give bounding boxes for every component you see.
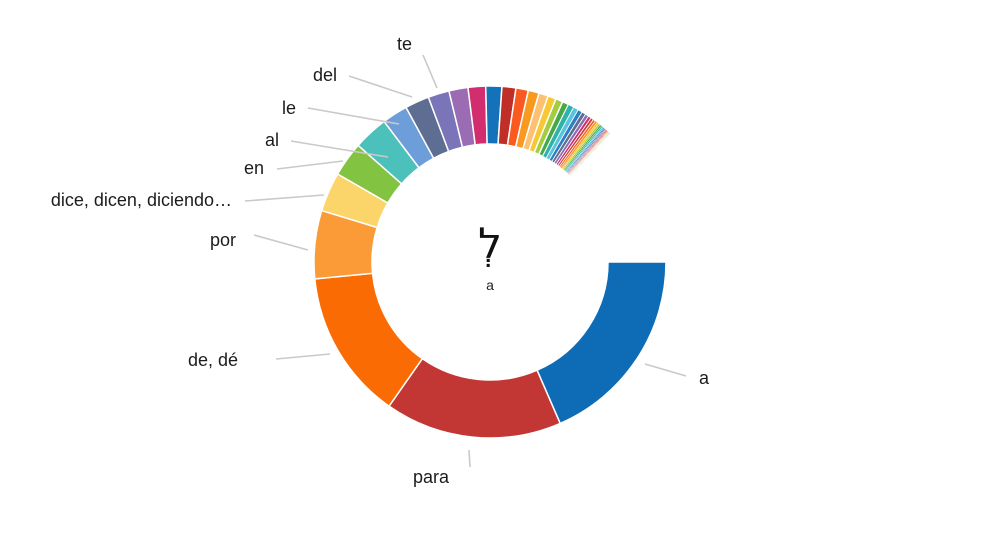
- segment-label-dice-dicen-diciendo: dice, dicen, diciendo…: [51, 190, 232, 210]
- leader-line-te: [422, 54, 438, 89]
- segment-label-del: del: [313, 65, 337, 85]
- leader-line-al: [290, 140, 389, 158]
- segment-label-para: para: [413, 467, 450, 487]
- arc-segments-group: [313, 85, 667, 439]
- leader-line-a: [644, 363, 687, 377]
- leader-line-del: [348, 75, 413, 98]
- leader-line-para: [468, 449, 471, 468]
- segment-label-de-d: de, dé: [188, 350, 238, 370]
- segment-label-a: a: [699, 368, 710, 388]
- segment-label-en: en: [244, 158, 264, 178]
- arc-segment-a[interactable]: [536, 261, 667, 425]
- leader-line-le: [307, 107, 400, 125]
- leader-line-dice-dicen-diciendo: [244, 194, 325, 202]
- segment-label-te: te: [397, 34, 412, 54]
- leader-line-en: [276, 160, 344, 170]
- arc-segment-tail-36[interactable]: [570, 132, 611, 177]
- leader-line-de-d: [275, 353, 331, 360]
- segment-label-por: por: [210, 230, 236, 250]
- center-gloss: a: [486, 277, 494, 293]
- segment-label-le: le: [282, 98, 296, 118]
- center-hebrew-word: לְ: [478, 219, 502, 268]
- segment-label-al: al: [265, 130, 279, 150]
- leader-line-por: [253, 234, 309, 251]
